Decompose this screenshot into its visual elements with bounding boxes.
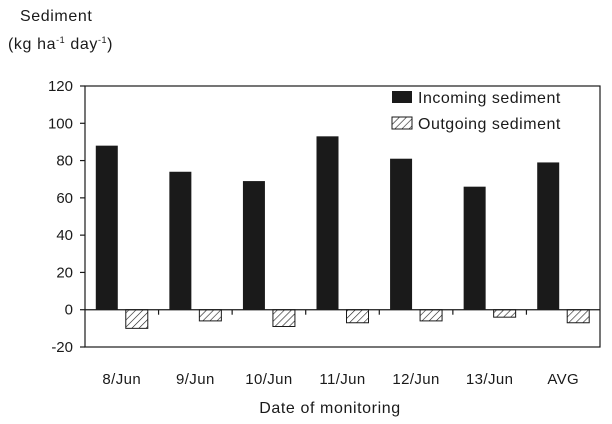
x-axis-title: Date of monitoring [259, 400, 401, 417]
outgoing-bar [125, 309, 149, 329]
y-tick-label: 0 [65, 302, 73, 319]
outgoing-bar [493, 309, 517, 318]
y-axis-units-exp1: -1 [56, 35, 66, 45]
outgoing-bar [272, 309, 296, 327]
y-tick-label: 60 [56, 190, 73, 207]
y-tick-label: 120 [48, 78, 73, 95]
outgoing-bar [419, 309, 443, 322]
y-axis-title-line1: Sediment [20, 8, 93, 25]
legend-label-outgoing: Outgoing sediment [418, 116, 561, 133]
y-tick-label: 80 [56, 153, 73, 170]
x-tick-label: 12/Jun [392, 371, 439, 388]
y-tick-label: -20 [51, 339, 73, 356]
incoming-bar [242, 181, 265, 310]
y-axis-title-units: (kg ha-1 day-1) [8, 35, 113, 54]
plot-frame [84, 85, 601, 348]
x-tick-label: 13/Jun [466, 371, 513, 388]
tick-labels: -20 0 20 40 60 80 100 120 8/Jun 9/Jun 10/Jun 11/Jun… [48, 78, 579, 388]
outgoing-bar [346, 309, 369, 324]
incoming-bar [316, 136, 339, 310]
y-axis-units-exp2: -1 [97, 35, 108, 45]
legend-swatch-incoming [392, 91, 412, 103]
bars [95, 136, 590, 329]
y-tick-label: 40 [56, 227, 73, 244]
outgoing-bar [566, 309, 590, 324]
x-tick-label: 8/Jun [102, 371, 141, 388]
x-tick-label: 11/Jun [319, 371, 365, 388]
x-tick-label: AVG [547, 371, 579, 388]
incoming-bar [169, 171, 192, 310]
incoming-bar [390, 158, 413, 310]
legend-label-incoming: Incoming sediment [418, 90, 561, 107]
legend-swatch-outgoing [391, 116, 413, 130]
incoming-bar [463, 186, 486, 310]
y-axis-units-suffix: ) [107, 36, 114, 53]
incoming-bar [537, 162, 560, 310]
outgoing-bar [198, 309, 222, 322]
y-tick-label: 100 [48, 115, 73, 132]
y-axis-units-mid: day [65, 36, 98, 53]
legend: Incoming sediment Outgoing sediment [391, 90, 561, 133]
y-tick-label: 20 [56, 264, 73, 281]
incoming-bar [95, 145, 118, 310]
x-tick-label: 9/Jun [176, 371, 215, 388]
x-tick-label: 10/Jun [245, 371, 292, 388]
y-axis-units-prefix: (kg ha [8, 36, 57, 53]
